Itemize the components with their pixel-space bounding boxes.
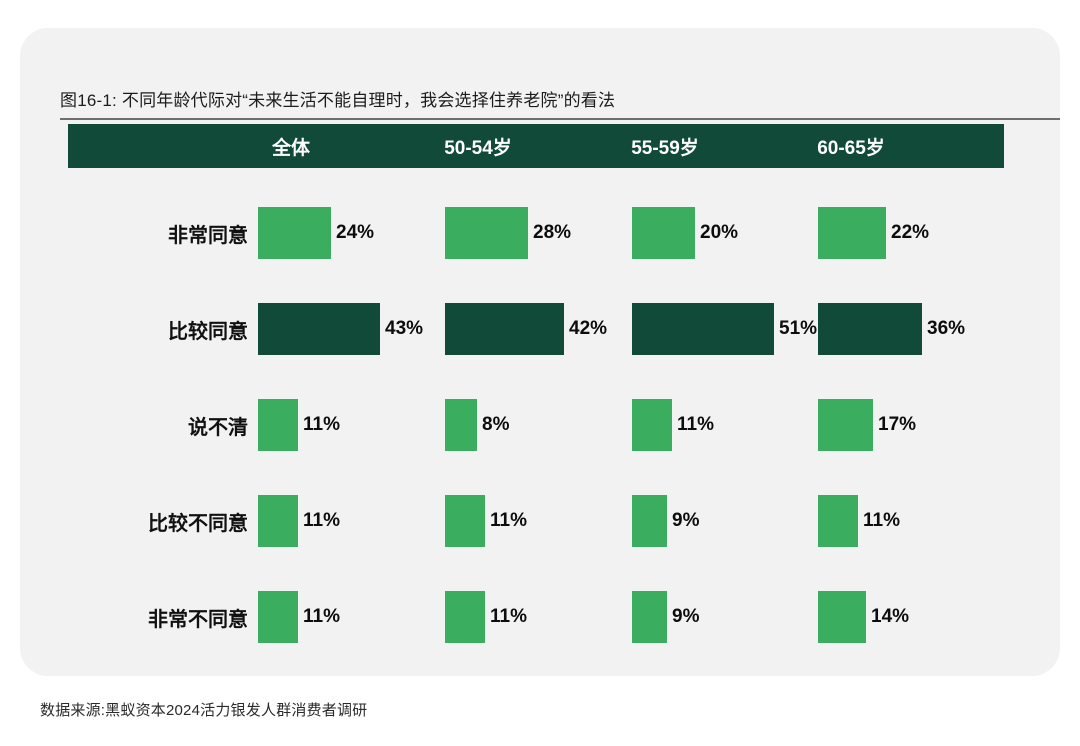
- value-label: 22%: [891, 222, 930, 243]
- bar-group: 11%: [258, 569, 340, 665]
- bar: [632, 303, 774, 355]
- bar-group: 36%: [818, 281, 965, 377]
- chart-row: 比较不同意 11% 11% 9% 11%: [68, 473, 1004, 569]
- bar: [445, 303, 564, 355]
- category-label: 说不清: [188, 416, 248, 439]
- category-label: 非常不同意: [148, 608, 248, 631]
- bar: [818, 591, 866, 643]
- value-label: 11%: [303, 510, 340, 531]
- bar-group: 20%: [632, 185, 738, 281]
- chart-card: 图16-1: 不同年龄代际对“未来生活不能自理时，我会选择住养老院”的看法 全体…: [20, 28, 1060, 676]
- value-label: 11%: [490, 606, 527, 627]
- value-label: 14%: [871, 606, 910, 627]
- value-label: 43%: [385, 318, 424, 339]
- value-label: 9%: [672, 510, 700, 531]
- bar: [445, 207, 528, 259]
- column-header-bar: 全体 50-54岁 55-59岁 60-65岁: [68, 124, 1004, 168]
- value-label: 11%: [303, 606, 340, 627]
- bar: [632, 591, 667, 643]
- value-label: 51%: [779, 318, 818, 339]
- bar-group: 9%: [632, 473, 699, 569]
- value-label: 20%: [700, 222, 739, 243]
- bar-group: 9%: [632, 569, 699, 665]
- bar: [258, 399, 298, 451]
- bar-group: 11%: [445, 569, 527, 665]
- bar-group: 17%: [818, 377, 916, 473]
- category-label: 比较不同意: [148, 512, 248, 535]
- bar-group: 22%: [818, 185, 929, 281]
- bar-group: 51%: [632, 281, 817, 377]
- bar: [632, 207, 695, 259]
- title-divider: [60, 118, 1060, 120]
- value-label: 11%: [490, 510, 527, 531]
- bar: [445, 591, 485, 643]
- value-label: 11%: [303, 414, 340, 435]
- bar-group: 11%: [445, 473, 527, 569]
- category-label: 比较同意: [168, 320, 248, 343]
- value-label: 36%: [927, 318, 966, 339]
- value-label: 9%: [672, 606, 700, 627]
- column-header-3: 55-59岁: [631, 137, 699, 159]
- bar: [258, 495, 298, 547]
- chart-title: 图16-1: 不同年龄代际对“未来生活不能自理时，我会选择住养老院”的看法: [60, 91, 616, 110]
- source-note: 数据来源:黑蚁资本2024活力银发人群消费者调研: [40, 702, 368, 719]
- bar: [445, 399, 477, 451]
- bar-group: 11%: [818, 473, 900, 569]
- bar: [632, 495, 667, 547]
- value-label: 8%: [482, 414, 510, 435]
- bar-group: 11%: [632, 377, 714, 473]
- bar-group: 8%: [445, 377, 509, 473]
- bar: [818, 303, 922, 355]
- bar: [818, 207, 886, 259]
- bar: [258, 303, 380, 355]
- column-header-1: 全体: [271, 137, 311, 159]
- chart-row: 说不清 11% 8% 11% 17%: [68, 377, 1004, 473]
- bar-group: 11%: [258, 473, 340, 569]
- value-label: 28%: [533, 222, 572, 243]
- chart-row: 比较同意 43% 42% 51% 36%: [68, 281, 1004, 377]
- column-header-2: 50-54岁: [444, 137, 512, 159]
- value-label: 11%: [677, 414, 714, 435]
- bar-group: 11%: [258, 377, 340, 473]
- bar-group: 24%: [258, 185, 374, 281]
- column-header-4: 60-65岁: [817, 137, 885, 159]
- category-label: 非常同意: [168, 224, 248, 247]
- bar: [258, 207, 331, 259]
- chart-row: 非常不同意 11% 11% 9% 14%: [68, 569, 1004, 665]
- bar: [632, 399, 672, 451]
- bar: [818, 399, 873, 451]
- value-label: 11%: [863, 510, 900, 531]
- bar-group: 42%: [445, 281, 607, 377]
- bar: [258, 591, 298, 643]
- value-label: 17%: [878, 414, 917, 435]
- bar: [818, 495, 858, 547]
- bar: [445, 495, 485, 547]
- chart-rows: 非常同意 24% 28% 20% 22% 比较同意 43% 42% 51% 36% 说不清 11% 8%…: [68, 185, 1004, 665]
- bar-group: 14%: [818, 569, 909, 665]
- value-label: 24%: [336, 222, 375, 243]
- value-label: 42%: [569, 318, 608, 339]
- bar-group: 43%: [258, 281, 423, 377]
- bar-group: 28%: [445, 185, 571, 281]
- chart-row: 非常同意 24% 28% 20% 22%: [68, 185, 1004, 281]
